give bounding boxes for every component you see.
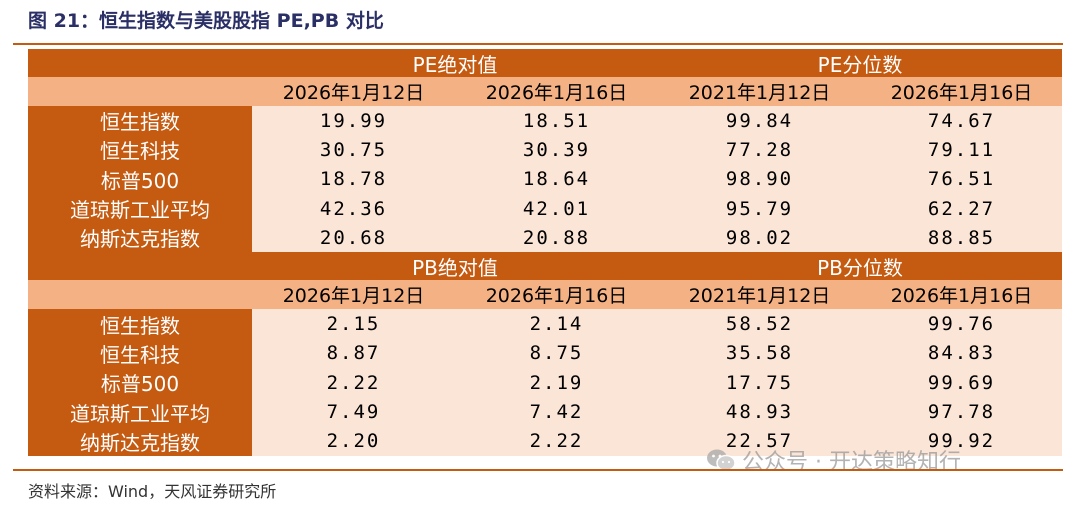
value-cell: 95.79 — [658, 193, 861, 224]
pb-group-header: PB绝对值 PB分位数 — [28, 252, 1062, 281]
pb-date-header: 2026年1月12日 2026年1月16日 2021年1月12日 2026年1月… — [28, 280, 1062, 310]
corner-cell — [28, 280, 252, 309]
value-cell: 2.19 — [455, 368, 658, 398]
pb-abs-group-label: PB绝对值 — [412, 255, 498, 280]
value-cell: 8.87 — [252, 338, 455, 369]
date-cell: 2026年1月16日 — [890, 82, 1033, 104]
pe-abs-group-label: PE绝对值 — [412, 52, 498, 77]
table-row: 纳斯达克指数 20.68 20.88 98.02 88.85 — [28, 223, 1062, 253]
pe-date-header: 2026年1月12日 2026年1月16日 2021年1月12日 2026年1月… — [28, 77, 1062, 106]
index-name: 道琼斯工业平均 — [28, 397, 252, 427]
value-cell: 99.69 — [861, 368, 1062, 398]
value-cell: 48.93 — [658, 397, 861, 427]
value-cell: 18.64 — [455, 164, 658, 194]
value-cell: 99.92 — [861, 426, 1062, 456]
value-cell: 20.68 — [252, 223, 455, 253]
index-name: 纳斯达克指数 — [28, 426, 252, 456]
index-name: 标普500 — [28, 164, 252, 194]
value-cell: 99.76 — [861, 309, 1062, 339]
figure-title: 图 21：恒生指数与美股股指 PE,PB 对比 — [28, 10, 384, 32]
date-cell: 2026年1月16日 — [485, 82, 628, 104]
index-name: 恒生指数 — [28, 106, 252, 136]
value-cell: 84.83 — [861, 338, 1062, 369]
value-cell: 97.78 — [861, 397, 1062, 427]
top-rule — [13, 43, 1063, 45]
value-cell: 19.99 — [252, 106, 455, 136]
table-row: 纳斯达克指数 2.20 2.22 22.57 99.92 — [28, 426, 1062, 456]
source-note: 资料来源：Wind，天风证券研究所 — [28, 482, 277, 501]
date-cell: 2026年1月16日 — [890, 285, 1033, 308]
value-cell: 99.84 — [658, 106, 861, 136]
table-row: 道琼斯工业平均 42.36 42.01 95.79 62.27 — [28, 193, 1062, 224]
value-cell: 2.22 — [455, 426, 658, 456]
index-name: 恒生科技 — [28, 135, 252, 165]
value-cell: 18.51 — [455, 106, 658, 136]
table-row: 恒生指数 19.99 18.51 99.84 74.67 — [28, 106, 1062, 136]
date-cell: 2021年1月12日 — [688, 82, 831, 104]
index-name: 恒生指数 — [28, 309, 252, 339]
value-cell: 22.57 — [658, 426, 861, 456]
index-name: 道琼斯工业平均 — [28, 193, 252, 224]
wechat-icon — [707, 449, 736, 472]
corner-cell — [28, 77, 252, 106]
value-cell: 62.27 — [861, 193, 1062, 224]
pb-pct-group-label: PB分位数 — [817, 255, 903, 280]
pe-pct-group-label: PE分位数 — [817, 52, 903, 77]
value-cell: 7.49 — [252, 397, 455, 427]
value-cell: 98.90 — [658, 164, 861, 194]
value-cell: 42.01 — [455, 193, 658, 224]
value-cell: 79.11 — [861, 135, 1062, 165]
value-cell: 30.75 — [252, 135, 455, 165]
table-row: 道琼斯工业平均 7.49 7.42 48.93 97.78 — [28, 397, 1062, 427]
value-cell: 77.28 — [658, 135, 861, 165]
date-cell: 2026年1月12日 — [282, 285, 425, 308]
table-row: 标普500 2.22 2.19 17.75 99.69 — [28, 368, 1062, 398]
value-cell: 42.36 — [252, 193, 455, 224]
value-cell: 35.58 — [658, 338, 861, 369]
value-cell: 20.88 — [455, 223, 658, 253]
value-cell: 74.67 — [861, 106, 1062, 136]
index-name: 标普500 — [28, 368, 252, 398]
table-row: 标普500 18.78 18.64 98.90 76.51 — [28, 164, 1062, 194]
table-row: 恒生科技 30.75 30.39 77.28 79.11 — [28, 135, 1062, 165]
value-cell: 7.42 — [455, 397, 658, 427]
corner-cell — [28, 252, 252, 280]
watermark-text: 公众号 · 开达策略知行 — [742, 450, 961, 475]
value-cell: 98.02 — [658, 223, 861, 253]
date-cell: 2021年1月12日 — [688, 285, 831, 308]
value-cell: 2.20 — [252, 426, 455, 456]
date-cell: 2026年1月12日 — [282, 82, 425, 104]
pe-group-header: PE绝对值 PE分位数 — [28, 49, 1062, 77]
bottom-rule — [13, 469, 1063, 471]
value-cell: 30.39 — [455, 135, 658, 165]
value-cell: 76.51 — [861, 164, 1062, 194]
date-cell: 2026年1月16日 — [485, 285, 628, 308]
index-name: 恒生科技 — [28, 338, 252, 369]
value-cell: 17.75 — [658, 368, 861, 398]
watermark: 公众号 · 开达策略知行 — [706, 444, 961, 476]
value-cell: 2.14 — [455, 309, 658, 339]
value-cell: 88.85 — [861, 223, 1062, 253]
value-cell: 18.78 — [252, 164, 455, 194]
value-cell: 2.15 — [252, 309, 455, 339]
index-name: 纳斯达克指数 — [28, 223, 252, 253]
table-row: 恒生指数 2.15 2.14 58.52 99.76 — [28, 309, 1062, 339]
value-cell: 8.75 — [455, 338, 658, 369]
corner-cell — [28, 49, 252, 77]
value-cell: 2.22 — [252, 368, 455, 398]
table-row: 恒生科技 8.87 8.75 35.58 84.83 — [28, 338, 1062, 369]
value-cell: 58.52 — [658, 309, 861, 339]
valuation-table: PE绝对值 PE分位数 2026年1月12日 2026年1月16日 2021年1… — [28, 49, 1062, 456]
